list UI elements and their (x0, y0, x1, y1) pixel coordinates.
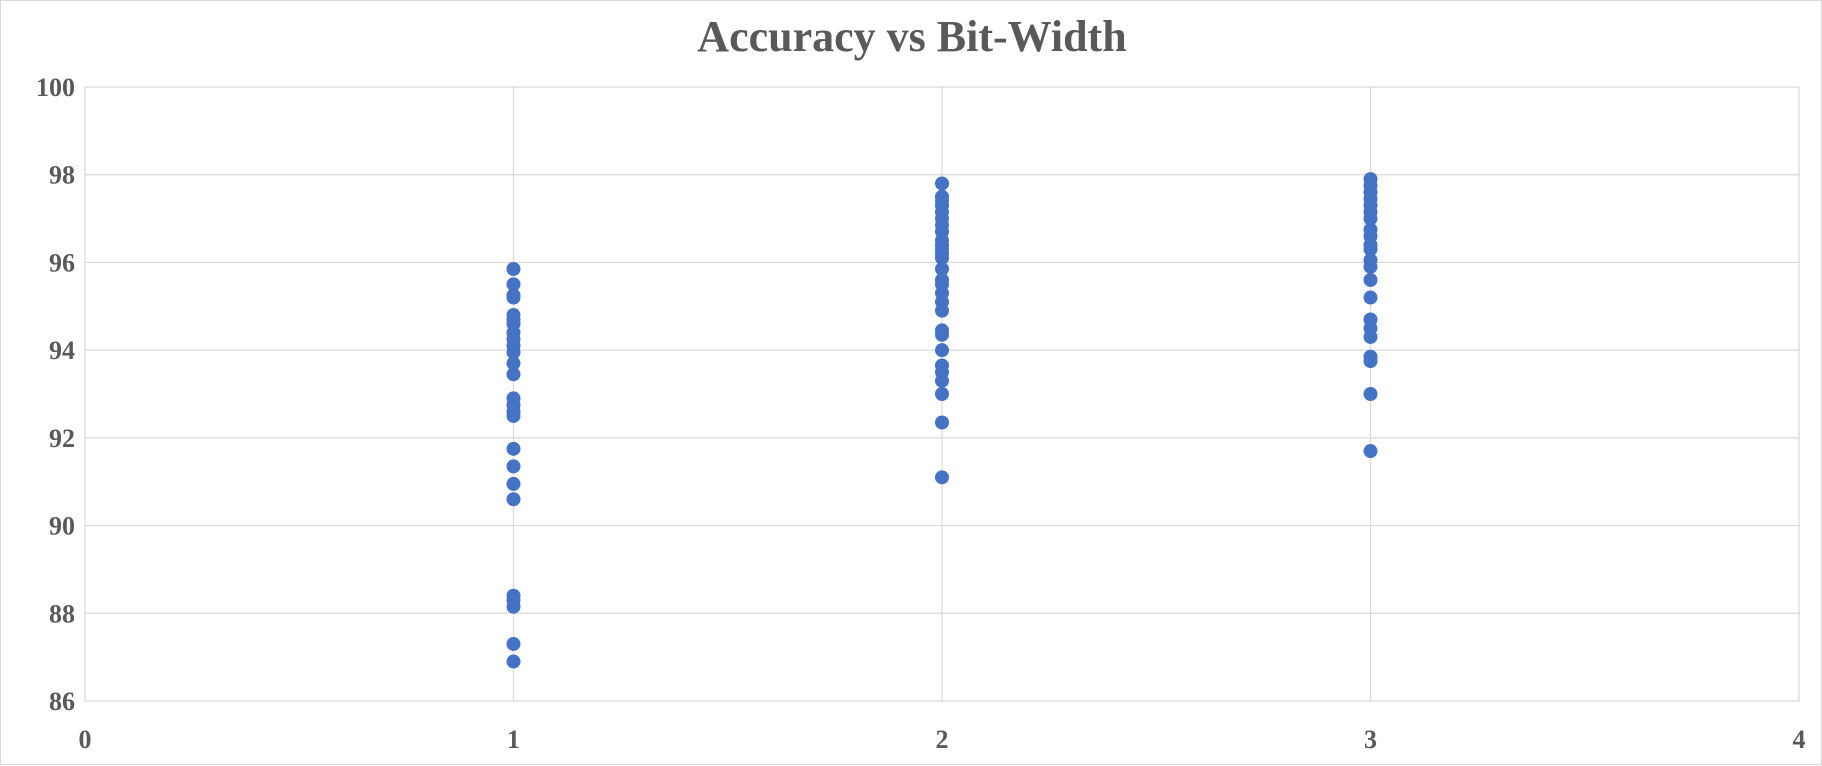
data-point (935, 470, 949, 485)
y-tick-label: 98 (49, 161, 75, 190)
y-tick-label: 92 (49, 424, 75, 453)
data-point (935, 303, 949, 318)
data-point (1363, 272, 1378, 287)
data-point (1363, 329, 1378, 344)
data-point (1363, 387, 1378, 401)
data-point (935, 262, 949, 277)
data-point (1363, 259, 1378, 274)
data-point (506, 636, 521, 651)
data-point (935, 251, 949, 266)
y-tick-label: 86 (49, 687, 75, 716)
chart-title: Accuracy vs Bit-Width (697, 12, 1126, 61)
data-points (506, 172, 1378, 669)
data-point (506, 476, 521, 491)
y-tick-label: 90 (49, 512, 75, 541)
data-point (935, 415, 949, 430)
data-point (506, 290, 521, 305)
data-point (506, 459, 521, 474)
data-point (1363, 242, 1378, 257)
data-point (506, 408, 521, 423)
data-point (935, 387, 949, 401)
y-tick-label: 94 (49, 336, 75, 365)
data-point (506, 262, 521, 277)
data-point (935, 327, 949, 342)
data-point (1363, 354, 1378, 369)
data-point (506, 277, 521, 292)
x-tick-label: 4 (1793, 725, 1806, 754)
x-tick-label: 2 (936, 725, 949, 754)
y-tick-label: 100 (36, 73, 75, 102)
data-point (506, 654, 521, 669)
data-point (1363, 444, 1378, 459)
data-point (935, 373, 949, 388)
data-point (935, 343, 949, 358)
data-point (506, 599, 521, 614)
y-tick-label: 96 (49, 248, 75, 277)
data-point (1363, 211, 1378, 226)
tick-labels: 86 88 90 92 94 96 98 100 0 1 2 3 4 (36, 73, 1806, 754)
y-tick-label: 88 (49, 599, 75, 628)
x-tick-label: 3 (1364, 725, 1377, 754)
data-point (506, 345, 521, 360)
data-point (1363, 290, 1378, 305)
data-point (506, 356, 521, 371)
data-point (506, 367, 521, 382)
x-tick-label: 1 (507, 725, 520, 754)
data-point (506, 441, 521, 456)
data-point (935, 176, 949, 191)
data-point (506, 492, 521, 507)
x-tick-label: 0 (79, 725, 92, 754)
